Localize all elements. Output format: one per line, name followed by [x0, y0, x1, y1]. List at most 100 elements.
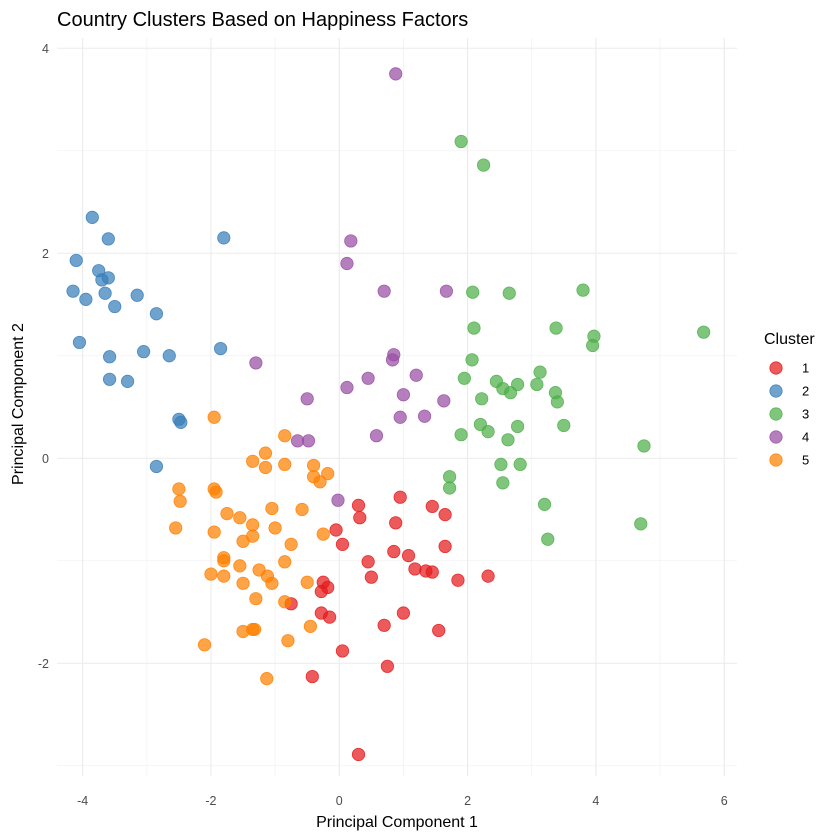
cluster-5-point: [321, 467, 335, 481]
cluster-5-point: [207, 525, 221, 539]
legend-label-3: 3: [802, 407, 809, 422]
cluster-4-point: [340, 256, 354, 271]
cluster-3-point: [586, 338, 600, 353]
cluster-4-point: [393, 410, 407, 424]
cluster-1-point: [351, 498, 366, 512]
cluster-1-point: [351, 747, 366, 762]
cluster-1-point: [329, 523, 343, 537]
cluster-5-point: [278, 457, 292, 471]
cluster-5-point: [295, 502, 309, 517]
cluster-3-point: [454, 428, 468, 442]
x-tick-label: -4: [77, 794, 88, 808]
legend-key-1: [769, 361, 783, 375]
cluster-3-point: [637, 439, 651, 453]
cluster-4-point: [331, 493, 345, 507]
cluster-3-point: [550, 395, 564, 409]
cluster-3-point: [481, 424, 495, 439]
cluster-3-point: [634, 517, 648, 531]
cluster-3-point: [503, 386, 518, 400]
cluster-1-point: [377, 618, 391, 632]
cluster-2-point: [69, 253, 83, 268]
cluster-5-point: [249, 592, 263, 606]
legend-key-3: [769, 407, 783, 421]
cluster-2-point: [101, 232, 115, 246]
cluster-5-point: [246, 454, 260, 468]
cluster-1-point: [387, 544, 401, 559]
cluster-5-point: [246, 518, 260, 532]
cluster-4-point: [369, 429, 384, 443]
x-axis-ticks: -4 -2 0 2 4 6: [77, 794, 728, 808]
cluster-1-point: [393, 490, 407, 504]
data-points: [66, 67, 711, 762]
cluster-1-point: [432, 623, 446, 638]
cluster-5-point: [278, 595, 292, 609]
x-tick-label: 0: [336, 794, 343, 808]
cluster-5-point: [169, 521, 183, 535]
cluster-5-point: [233, 559, 247, 573]
cluster-1-point: [361, 555, 375, 569]
cluster-5-point: [233, 511, 247, 525]
cluster-3-point: [465, 353, 479, 367]
x-axis-title: Principal Component 1: [316, 814, 478, 831]
legend-key-4: [769, 430, 783, 444]
cluster-3-point: [530, 377, 544, 392]
cluster-1-point: [364, 570, 378, 584]
cluster-2-point: [137, 345, 151, 359]
legend-key-2: [769, 384, 783, 398]
cluster-3-point: [494, 457, 508, 471]
cluster-5-point: [207, 410, 221, 424]
cluster-5-point: [197, 638, 212, 652]
cluster-1-point: [396, 606, 411, 620]
cluster-1-point: [425, 565, 439, 579]
cluster-2-point: [213, 341, 228, 356]
cluster-2-point: [149, 307, 164, 321]
cluster-3-point: [454, 134, 468, 149]
y-tick-label: 4: [42, 42, 49, 56]
cluster-5-point: [316, 527, 330, 541]
cluster-5-point: [258, 446, 273, 460]
cluster-4-point: [417, 409, 432, 423]
cluster-5-point: [303, 619, 317, 633]
cluster-4-point: [396, 388, 411, 402]
cluster-5-point: [217, 554, 231, 568]
minor-gridlines: [57, 38, 737, 776]
cluster-2-point: [108, 299, 122, 314]
legend-key-5: [769, 453, 783, 467]
cluster-2-point: [79, 292, 93, 306]
x-tick-label: 6: [721, 794, 728, 808]
cluster-5-point: [281, 634, 295, 648]
cluster-4-point: [249, 356, 263, 370]
cluster-5-point: [258, 460, 273, 475]
cluster-5-point: [300, 575, 314, 589]
cluster-4-point: [409, 368, 423, 382]
cluster-5-point: [260, 672, 274, 686]
cluster-5-point: [236, 576, 250, 590]
cluster-3-point: [533, 365, 547, 379]
y-axis-ticks: -2 0 2 4: [38, 42, 49, 671]
y-tick-label: 0: [42, 452, 49, 466]
cluster-5-point: [220, 506, 234, 521]
cluster-1-point: [335, 537, 350, 551]
legend-title: Cluster: [764, 331, 815, 348]
cluster-4-point: [301, 434, 316, 448]
cluster-4-point: [385, 353, 400, 367]
cluster-5-point: [307, 458, 321, 473]
cluster-1-point: [314, 584, 328, 599]
cluster-3-point: [443, 481, 457, 495]
cluster-1-point: [451, 573, 465, 587]
y-tick-label: 2: [42, 247, 49, 261]
cluster-3-point: [576, 283, 590, 297]
cluster-5-point: [209, 485, 223, 499]
cluster-2-point: [103, 372, 117, 386]
legend-label-5: 5: [802, 453, 809, 468]
y-tick-label: -2: [38, 657, 49, 671]
cluster-2-point: [174, 415, 188, 429]
cluster-1-point: [305, 669, 319, 684]
cluster-3-point: [502, 286, 516, 300]
cluster-3-point: [557, 418, 571, 433]
cluster-4-point: [361, 371, 375, 385]
cluster-5-point: [265, 576, 279, 590]
x-tick-label: 4: [592, 794, 599, 808]
cluster-2-point: [149, 459, 164, 474]
cluster-3-point: [477, 158, 491, 172]
